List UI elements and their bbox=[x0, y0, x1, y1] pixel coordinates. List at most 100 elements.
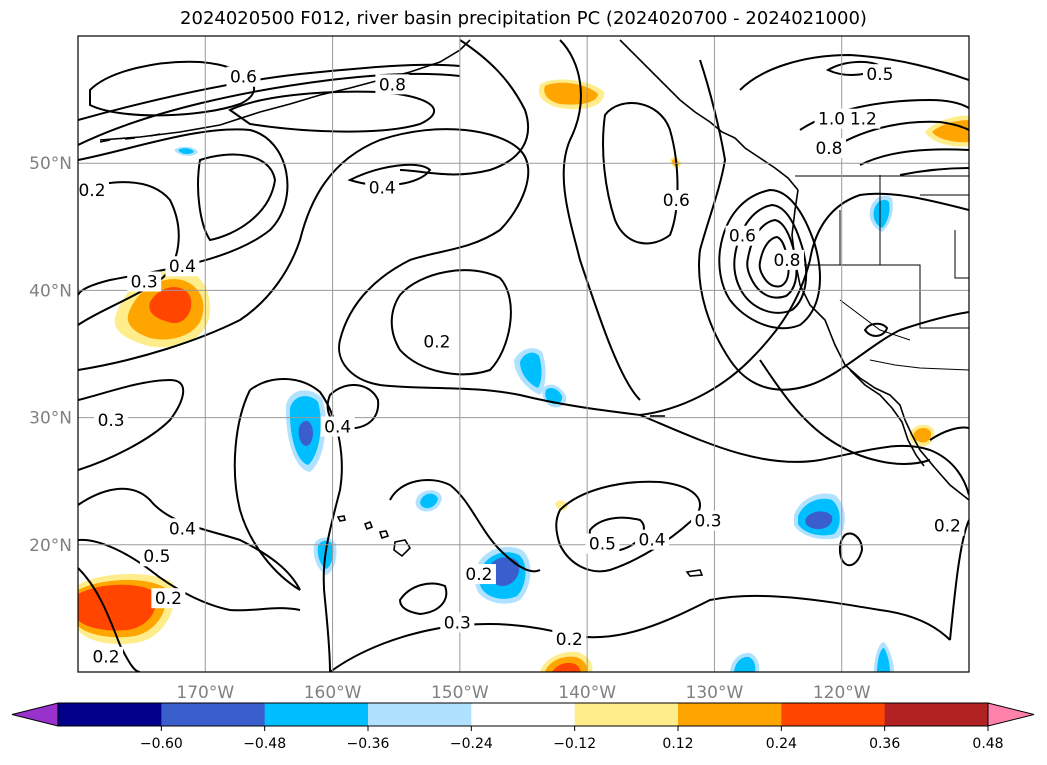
contour-line bbox=[555, 480, 701, 573]
colorbar-tick-label: −0.12 bbox=[553, 736, 596, 752]
contour-line bbox=[78, 487, 301, 591]
contour-label: 0.5 bbox=[143, 547, 170, 567]
contour-label-halo bbox=[165, 256, 200, 277]
contour-line bbox=[390, 269, 512, 376]
contour-line bbox=[249, 378, 343, 672]
shaded-positive-area bbox=[149, 287, 192, 324]
contour-label-halo bbox=[585, 533, 620, 554]
contour-line bbox=[78, 378, 185, 471]
aleutian-bits bbox=[99, 133, 161, 143]
contour-label-halo bbox=[419, 331, 454, 352]
y-tick-label: 50°N bbox=[29, 154, 72, 174]
shaded-positive-area bbox=[544, 82, 598, 105]
contour-label: 0.2 bbox=[556, 630, 583, 650]
hawaii-island bbox=[336, 515, 346, 522]
colorbar-segment bbox=[574, 703, 679, 726]
contour-line bbox=[399, 39, 530, 176]
contour-label-halo bbox=[769, 249, 804, 270]
contour-label: 0.2 bbox=[78, 181, 105, 201]
coastline-alaska-panhandle bbox=[619, 39, 736, 139]
contour-label-halo bbox=[725, 225, 760, 246]
contour-label: 0.8 bbox=[773, 251, 800, 271]
contour-line bbox=[78, 128, 641, 416]
y-tick-label: 40°N bbox=[29, 281, 72, 301]
contour-line bbox=[78, 63, 461, 121]
x-tick-label: 120°W bbox=[813, 683, 871, 703]
shaded-negative-area bbox=[873, 199, 890, 228]
contour-line bbox=[863, 322, 889, 337]
contour-line bbox=[718, 188, 821, 330]
contour-label-halo bbox=[691, 510, 726, 531]
contour-label-halo bbox=[75, 179, 110, 200]
shaded-positive-area bbox=[552, 662, 581, 672]
contour-label: 0.3 bbox=[695, 512, 722, 532]
shaded-negative-area bbox=[545, 388, 563, 405]
hawaii-island bbox=[393, 539, 412, 558]
state-border bbox=[839, 299, 911, 341]
contour-line bbox=[739, 53, 969, 91]
contour-label: 0.4 bbox=[639, 531, 666, 551]
contour-label-halo bbox=[375, 74, 410, 95]
x-tick-label: 140°W bbox=[558, 683, 616, 703]
contour-line bbox=[746, 218, 798, 299]
contour-label-halo bbox=[552, 628, 587, 649]
colorbar-segment bbox=[264, 703, 369, 726]
colorbar-tick-label: 0.36 bbox=[869, 736, 900, 752]
contour-label-halo bbox=[659, 190, 694, 211]
hawaii-island bbox=[378, 530, 390, 540]
contour-label-halo bbox=[440, 612, 475, 633]
contour-line bbox=[233, 389, 301, 591]
contour-label-halo bbox=[320, 416, 355, 437]
contour-line bbox=[838, 532, 864, 567]
colorbar-segment bbox=[471, 703, 576, 726]
colorbar-extend-high bbox=[987, 702, 1035, 727]
contour-line bbox=[899, 167, 969, 176]
contour-label: 0.6 bbox=[729, 227, 756, 247]
contour-line bbox=[398, 582, 448, 616]
colorbar-frame bbox=[57, 702, 989, 727]
state-border bbox=[800, 264, 969, 329]
contour-label: 1.0 bbox=[818, 110, 845, 130]
border-layer bbox=[795, 175, 969, 371]
contour-line bbox=[78, 72, 461, 146]
contour-label: 0.2 bbox=[423, 332, 450, 352]
contour-label: 0.5 bbox=[589, 535, 616, 555]
shaded-field-layer bbox=[78, 79, 969, 672]
colorbar-segment bbox=[678, 703, 782, 726]
contour-label: 0.6 bbox=[230, 68, 257, 88]
shaded-negative-area bbox=[298, 420, 313, 446]
colorbar-tick-label: −0.36 bbox=[347, 736, 390, 752]
contour-line bbox=[329, 594, 951, 672]
colorbar-tick-label: 0.12 bbox=[662, 736, 693, 752]
shaded-negative-area bbox=[805, 511, 833, 530]
y-tick-label: 20°N bbox=[29, 536, 72, 556]
shaded-positive-area bbox=[913, 427, 932, 443]
contour-label-halo bbox=[635, 529, 670, 550]
colorbar: −0.60 −0.48 −0.36 −0.24 −0.12 0.12 0.24 0.36 0.4… bbox=[11, 702, 1035, 752]
contour-line bbox=[602, 102, 679, 245]
map-title: 2024020500 F012, river basin precipitati… bbox=[180, 8, 867, 29]
contour-label-halo bbox=[139, 546, 174, 567]
contour-label: 0.3 bbox=[444, 613, 471, 633]
contour-line bbox=[929, 426, 969, 441]
colorbar-segment bbox=[884, 703, 989, 726]
contour-label: 0.6 bbox=[663, 191, 690, 211]
gridlines bbox=[78, 36, 969, 672]
contour-label: 1.2 bbox=[850, 110, 877, 130]
contour-line bbox=[758, 235, 790, 288]
contour-label-halo bbox=[151, 588, 186, 609]
shaded-positive-area bbox=[555, 500, 568, 511]
island bbox=[685, 569, 704, 577]
contour-label-halo bbox=[127, 271, 162, 292]
contour-line bbox=[389, 479, 541, 573]
contour-label-halo bbox=[365, 177, 400, 198]
contour-label: 0.5 bbox=[866, 65, 893, 85]
contour-label: 0.2 bbox=[934, 517, 961, 537]
contour-label-halo bbox=[846, 108, 881, 129]
contour-labels: 0.6 0.8 0.5 1.0 1.2 0.8 0.4 0.2 0.6 0.6 0.8 0.4 0.3 0… bbox=[75, 64, 965, 668]
colorbar-tick-label: −0.60 bbox=[140, 736, 183, 752]
us-mexico-border bbox=[869, 359, 969, 371]
shaded-negative-area bbox=[877, 648, 890, 672]
contour-lines-layer bbox=[78, 39, 969, 672]
